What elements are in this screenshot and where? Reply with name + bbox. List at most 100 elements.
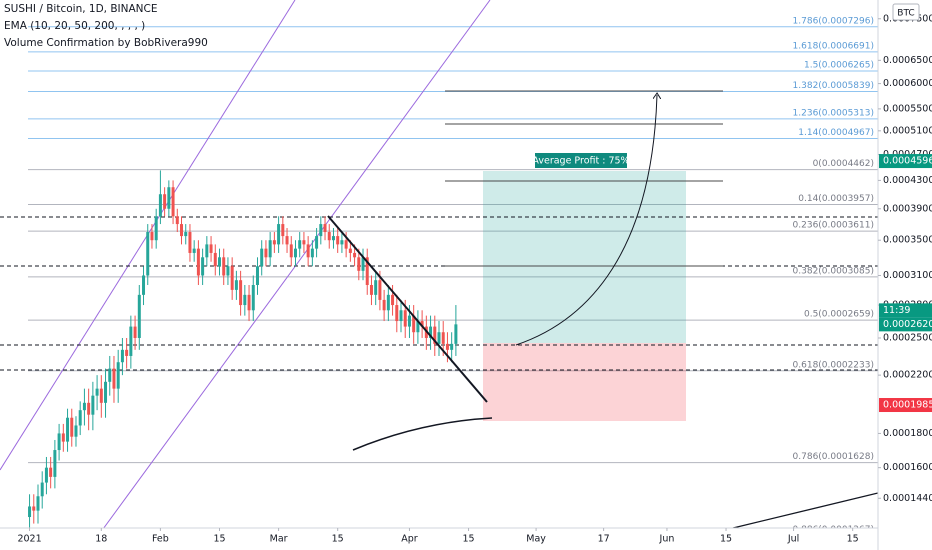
fib-label: 0.618(0.0002233) (793, 360, 874, 370)
time-axis (0, 528, 878, 550)
candle-body (395, 305, 399, 322)
candle-body (234, 280, 238, 290)
candle-body (247, 294, 251, 311)
candle-body (70, 417, 74, 437)
position-label-box (535, 153, 627, 168)
countdown-badge (879, 303, 932, 318)
candle-body (302, 240, 306, 245)
y-tick-label: 0.0001440 (883, 493, 932, 504)
candle-body (112, 368, 116, 389)
price-badge (879, 154, 932, 169)
y-tick-label: 0.0001800 (883, 428, 932, 439)
x-tick-label: 15 (847, 534, 859, 545)
symbol-title: SUSHI / Bitcoin, 1D, BINANCE (4, 3, 158, 15)
fib-label: 0.786(0.0001628) (793, 452, 874, 462)
candle-body (44, 467, 48, 483)
candle-body (437, 332, 441, 344)
candle-body (133, 326, 137, 338)
y-tick-label: 0.0003100 (883, 270, 932, 281)
fib-label: 1.382(0.0005839) (793, 81, 874, 91)
candle-body (49, 467, 53, 477)
candle-body (386, 294, 390, 311)
candle-body (66, 417, 70, 442)
candle-body (353, 252, 357, 258)
fib-label: 0.14(0.0003957) (798, 194, 874, 204)
indicator-legend: Volume Confirmation by BobRivera990 (4, 37, 208, 49)
candle-body (213, 252, 217, 267)
x-tick-label: 15 (463, 534, 475, 545)
price-badge-label: 0.0001985 (883, 400, 932, 411)
candle-body (251, 285, 255, 311)
candle-body (454, 324, 458, 344)
indicator-legend: EMA (10, 20, 50, 200, , , , ) (4, 20, 145, 32)
candle-body (57, 433, 61, 451)
candle-body (82, 402, 86, 411)
price-badge (879, 317, 932, 332)
fib-label: 1.786(0.0007296) (793, 16, 874, 26)
candle-body (403, 310, 407, 327)
fib-label: 0.382(0.0003085) (793, 266, 874, 276)
countdown: 11:39 (883, 305, 910, 316)
candle-body (226, 266, 230, 276)
candle-body (433, 326, 437, 344)
candle-body (196, 248, 200, 276)
candle-body (158, 194, 162, 217)
candle-body (357, 257, 361, 271)
candle-body (306, 244, 310, 258)
candle-body (277, 224, 281, 245)
y-tick-label: 0.0006000 (883, 78, 932, 89)
x-tick-label: 15 (332, 534, 344, 545)
candle-body (243, 294, 247, 306)
candle-body (142, 275, 146, 295)
candle-body (218, 257, 221, 267)
x-tick-label: Mar (270, 534, 288, 545)
drawings (0, 0, 878, 528)
fib-label: 1.236(0.0005313) (793, 108, 874, 118)
candle-body (327, 232, 331, 241)
candle-body (171, 187, 175, 217)
candle-body (361, 257, 365, 271)
candle-body (298, 240, 302, 249)
candle-body (146, 232, 150, 276)
candle-body (201, 257, 205, 276)
y-tick-label: 0.0005100 (883, 125, 932, 136)
candle-body (260, 248, 264, 267)
y-tick-label: 0.0001600 (883, 462, 932, 473)
x-tick-label: 17 (598, 534, 610, 545)
candle-body (108, 368, 112, 382)
candle-body (344, 240, 348, 249)
candle-body (319, 224, 323, 237)
candle-body (289, 244, 293, 258)
projection-arrow (515, 95, 657, 346)
y-tick-label: 0.0002500 (883, 332, 932, 343)
candle-body (125, 349, 129, 356)
loss-zone (483, 343, 686, 421)
candle-body (87, 402, 91, 415)
candle-body (285, 236, 289, 245)
axes: 0.00075000.00065000.00060000.00055000.00… (17, 13, 932, 545)
candle-body (188, 232, 192, 253)
candle-body (412, 315, 416, 333)
x-tick-label: 15 (720, 534, 732, 545)
candle-body (255, 266, 259, 286)
candle-body (95, 388, 99, 396)
fib-label: 1.5(0.0006265) (804, 61, 874, 71)
candle-body (230, 266, 234, 290)
candle-body (239, 280, 243, 306)
candle-body (331, 236, 335, 241)
fib-label: 0.5(0.0002659) (804, 310, 874, 320)
candle-body (420, 321, 424, 327)
channel-line (103, 0, 491, 528)
x-tick-label: Feb (152, 534, 169, 545)
candle-body (399, 310, 403, 322)
candle-body (180, 224, 184, 237)
candle-body (74, 425, 78, 437)
candle-body (175, 216, 179, 225)
candle-body (150, 232, 154, 241)
candle-body (281, 224, 285, 237)
candle-body (272, 240, 276, 245)
fib-label: 1.618(0.0006691) (793, 41, 874, 51)
candle-body (205, 244, 209, 258)
candle-body (378, 280, 382, 300)
